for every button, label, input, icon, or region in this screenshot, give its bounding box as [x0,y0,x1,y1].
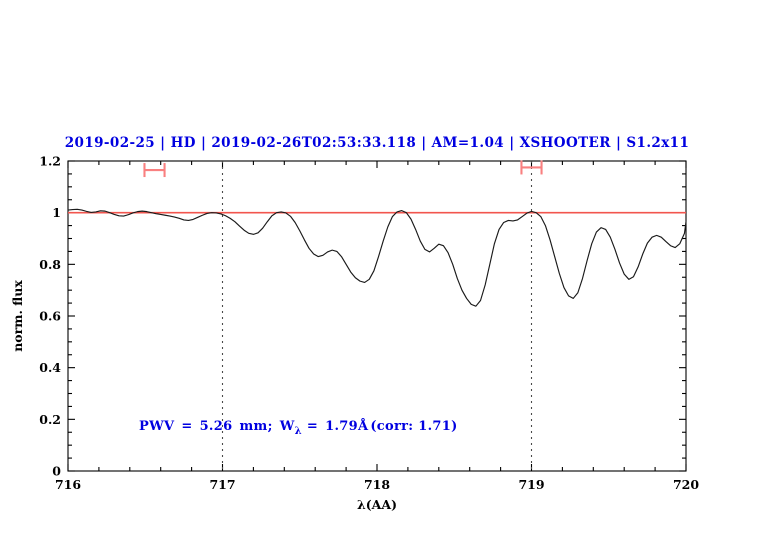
pwv-unit: mm [239,419,267,434]
y-tick-label: 0.6 [39,309,61,324]
spectrum-trace [67,208,687,307]
ew-correction: (corr: 1.71) [370,419,457,434]
ew-value: 1.79Å [325,418,369,434]
error-bar-right [520,160,543,175]
pwv-value: 5.26 [200,419,233,434]
pwv-annotation: PWV = 5.26 mm; Wλ = 1.79Å (corr: 1.71) [139,418,458,437]
error-bar-markers [143,160,543,178]
x-tick-labels: 716 717 718 719 720 [55,477,699,492]
x-axis-label: λ(AA) [357,497,397,512]
y-tick-label: 1 [52,205,61,220]
y-axis-label: norm. flux [10,280,25,352]
x-tick-label: 718 [364,477,390,492]
x-tick-label: 719 [518,477,544,492]
y-tick-labels: 0 0.2 0.4 0.6 0.8 1 1.2 [39,154,61,479]
y-tick-label: 0 [52,464,61,479]
y-tick-label: 0.2 [39,412,61,427]
plot-headline: 2019-02-25 | HD | 2019-02-26T02:53:33.11… [65,135,690,151]
pwv-label: PWV [139,419,175,434]
error-bar-left [143,163,166,178]
y-tick-label: 0.8 [39,257,61,272]
y-tick-label: 0.4 [39,360,61,375]
ew-subscript: λ [295,426,302,437]
ew-label: W [279,419,295,434]
x-tick-label: 716 [55,477,81,492]
x-tick-label: 717 [209,477,235,492]
y-tick-label: 1.2 [39,154,61,169]
vertical-gridlines [221,161,533,471]
x-tick-label: 720 [673,477,699,492]
